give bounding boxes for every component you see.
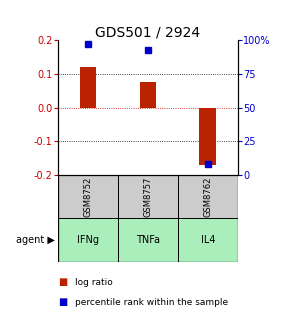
Text: agent ▶: agent ▶ bbox=[16, 235, 55, 245]
Bar bbox=[58, 218, 118, 262]
Text: GSM8752: GSM8752 bbox=[84, 176, 93, 217]
Text: log ratio: log ratio bbox=[75, 278, 113, 287]
Bar bbox=[178, 218, 238, 262]
Text: GSM8762: GSM8762 bbox=[203, 176, 212, 217]
Text: percentile rank within the sample: percentile rank within the sample bbox=[75, 298, 229, 307]
Text: GSM8757: GSM8757 bbox=[143, 176, 153, 217]
Bar bbox=[79, 67, 96, 108]
Bar bbox=[118, 218, 178, 262]
Bar bbox=[200, 108, 216, 165]
Text: IFNg: IFNg bbox=[77, 235, 99, 245]
Text: IL4: IL4 bbox=[201, 235, 215, 245]
Bar bbox=[118, 175, 178, 218]
Bar bbox=[58, 175, 118, 218]
Bar bbox=[178, 175, 238, 218]
Bar bbox=[139, 82, 156, 108]
Text: ■: ■ bbox=[58, 297, 67, 307]
Text: TNFa: TNFa bbox=[136, 235, 160, 245]
Title: GDS501 / 2924: GDS501 / 2924 bbox=[95, 25, 200, 39]
Text: ■: ■ bbox=[58, 277, 67, 287]
